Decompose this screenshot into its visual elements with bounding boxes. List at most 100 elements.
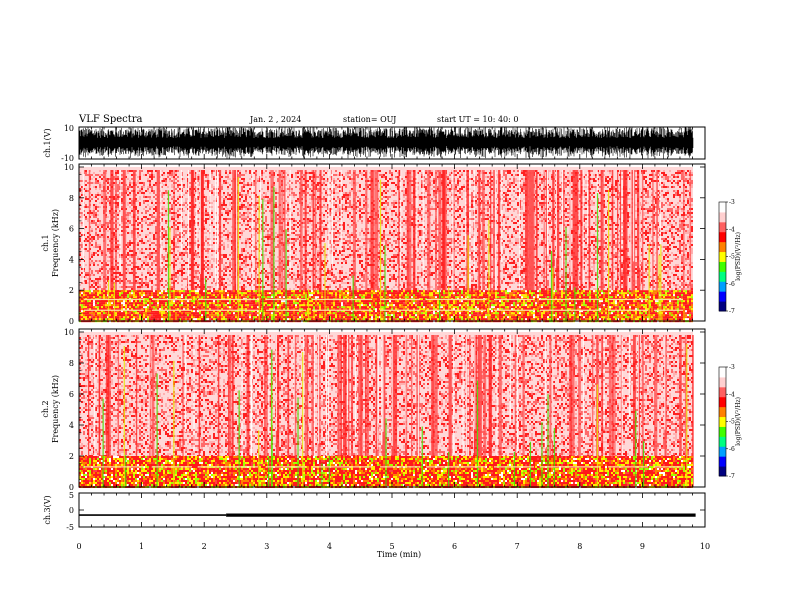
spectrogram-cell: [211, 272, 213, 274]
spectrogram-cell: [171, 216, 173, 218]
spectrogram-cell: [243, 266, 245, 268]
spectrogram-cell: [153, 196, 155, 198]
spectrogram-cell: [239, 266, 241, 268]
spectrogram-cell: [247, 242, 249, 244]
spectrogram-cell: [291, 214, 293, 216]
spectrogram-cell: [87, 238, 89, 240]
spectrogram-cell: [287, 182, 289, 184]
spectrogram-cell: [163, 286, 165, 288]
spectrogram-cell: [95, 230, 97, 232]
spectrogram-cell: [165, 254, 167, 256]
spectrogram-cell: [99, 270, 101, 272]
spectrogram-cell: [121, 186, 123, 188]
spectrogram-cell: [317, 188, 319, 190]
spectrogram-cell: [141, 282, 143, 284]
spectrogram-cell: [291, 182, 293, 184]
spectrogram-cell: [189, 236, 191, 238]
spectrogram-cell: [287, 230, 289, 232]
spectrogram-cell: [195, 264, 197, 266]
spectrogram-cell: [357, 190, 359, 192]
spectrogram-cell: [337, 288, 339, 290]
spectrogram-cell: [163, 268, 165, 270]
spectrogram-cell: [107, 278, 109, 280]
spectrogram-cell: [117, 190, 119, 192]
spectrogram-cell: [293, 206, 295, 208]
spectrogram-cell: [267, 180, 269, 182]
spectrogram-cell: [137, 200, 139, 202]
spectrogram-cell: [127, 280, 129, 282]
spectrogram-cell: [119, 278, 121, 280]
spectrogram-cell: [347, 172, 349, 174]
spectrogram-cell: [323, 240, 325, 242]
spectrogram-cell: [117, 218, 119, 220]
spectrogram-cell: [291, 242, 293, 244]
spectrogram-cell: [333, 198, 335, 200]
spectrogram-cell: [239, 232, 241, 234]
spectrogram-cell: [229, 196, 231, 198]
spectrogram-cell: [93, 246, 95, 248]
spectrogram-cell: [129, 182, 131, 184]
spectrogram-cell: [153, 208, 155, 210]
spectrogram-cell: [143, 174, 145, 176]
spectrogram-cell: [245, 272, 247, 274]
spectrogram-cell: [361, 220, 363, 222]
spectrogram-cell: [81, 180, 83, 182]
spectrogram-cell: [117, 266, 119, 268]
spectrogram-cell: [139, 282, 141, 284]
spectrogram-cell: [349, 242, 351, 244]
spectrogram-cell: [97, 278, 99, 280]
spectrogram-cell: [245, 286, 247, 288]
spectrogram-cell: [227, 176, 229, 178]
spectrogram-cell: [85, 248, 87, 250]
spectrogram-cell: [323, 178, 325, 180]
spectrogram-cell: [137, 234, 139, 236]
spectrogram-cell: [137, 186, 139, 188]
spectrogram-cell: [361, 178, 363, 180]
spectrogram-cell: [151, 282, 153, 284]
spectrogram-cell: [211, 186, 213, 188]
spectrogram-cell: [185, 246, 187, 248]
spectrogram-cell: [101, 200, 103, 202]
spectrogram-cell: [347, 230, 349, 232]
spectrogram-cell: [287, 276, 289, 278]
spectrogram-cell: [229, 266, 231, 268]
spectrogram-cell: [249, 284, 251, 286]
spectrogram-cell: [267, 202, 269, 204]
spectrogram-cell: [207, 252, 209, 254]
spectrogram-cell: [197, 256, 199, 258]
spectrogram-cell: [247, 228, 249, 230]
spectrogram-cell: [95, 200, 97, 202]
spectrogram-cell: [87, 232, 89, 234]
spectrogram-cell: [291, 220, 293, 222]
spectrogram-cell: [267, 198, 269, 200]
spectrogram-cell: [205, 208, 207, 210]
spectrogram-cell: [121, 182, 123, 184]
spectrogram-cell: [345, 242, 347, 244]
spectrogram-cell: [287, 264, 289, 266]
spectrogram-cell: [165, 246, 167, 248]
spectrogram-cell: [151, 200, 153, 202]
spectrogram-cell: [171, 240, 173, 242]
spectrogram-cell: [213, 234, 215, 236]
spectrogram-cell: [207, 238, 209, 240]
spectrogram-cell: [287, 260, 289, 262]
spectrogram-cell: [345, 192, 347, 194]
spectrogram-cell: [165, 260, 167, 262]
spectrogram-cell: [309, 236, 311, 238]
spectrogram-cell: [295, 280, 297, 282]
spectrogram-cell: [223, 218, 225, 220]
spectrogram-cell: [185, 286, 187, 288]
spectrogram-cell: [163, 180, 165, 182]
spectrogram-cell: [247, 222, 249, 224]
spectrogram-cell: [91, 222, 93, 224]
spectrogram-cell: [241, 224, 243, 226]
spectrogram-cell: [267, 242, 269, 244]
spectrogram-cell: [181, 256, 183, 258]
spectrogram-cell: [333, 252, 335, 254]
spectrogram-cell: [341, 266, 343, 268]
spectrogram-cell: [153, 204, 155, 206]
spectrogram-cell: [147, 210, 149, 212]
spectrogram-cell: [227, 234, 229, 236]
spectrogram-cell: [207, 174, 209, 176]
spectrogram-cell: [359, 288, 361, 290]
